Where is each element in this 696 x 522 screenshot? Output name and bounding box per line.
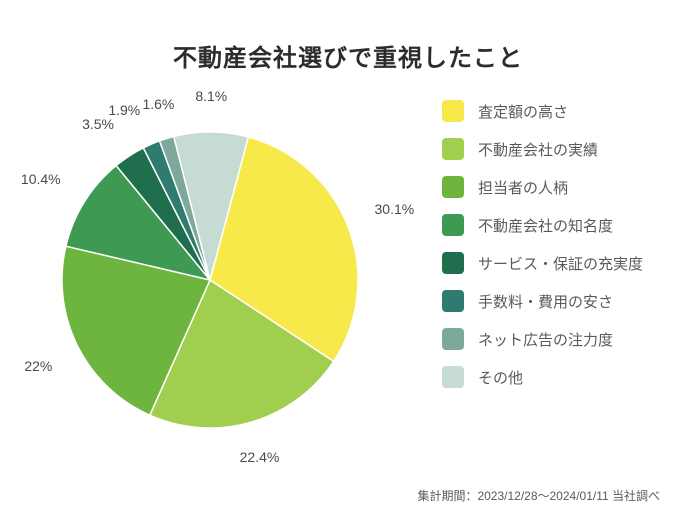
legend-label: サービス・保証の充実度 [478, 253, 643, 274]
legend-item: 不動産会社の実績 [442, 138, 662, 160]
chart-title: 不動産会社選びで重視したこと [0, 38, 696, 73]
legend-item: 不動産会社の知名度 [442, 214, 662, 236]
legend-swatch [442, 328, 464, 350]
legend-item: 査定額の高さ [442, 100, 662, 122]
footer-text: 集計期間：2023/12/28～2024/01/11 当社調べ [417, 487, 660, 504]
legend-swatch [442, 176, 464, 198]
legend-label: 担当者の人柄 [478, 177, 568, 198]
slice-percent-label: 3.5% [82, 116, 114, 132]
slice-percent-label: 8.1% [195, 88, 227, 104]
legend-swatch [442, 100, 464, 122]
legend-item: 担当者の人柄 [442, 176, 662, 198]
legend-label: 不動産会社の実績 [478, 139, 598, 160]
slice-percent-label: 1.9% [108, 102, 140, 118]
legend: 査定額の高さ不動産会社の実績担当者の人柄不動産会社の知名度サービス・保証の充実度… [442, 100, 662, 404]
slice-percent-label: 22.4% [240, 449, 280, 465]
slice-percent-label: 22% [24, 358, 52, 374]
legend-label: ネット広告の注力度 [478, 329, 613, 350]
pie-svg [30, 100, 390, 460]
legend-item: 手数料・費用の安さ [442, 290, 662, 312]
legend-swatch [442, 366, 464, 388]
legend-label: その他 [478, 367, 523, 388]
slice-percent-label: 10.4% [21, 171, 61, 187]
legend-item: ネット広告の注力度 [442, 328, 662, 350]
chart-container: 不動産会社選びで重視したこと 30.1%22.4%22%10.4%3.5%1.9… [0, 0, 696, 522]
legend-label: 不動産会社の知名度 [478, 215, 613, 236]
slice-percent-label: 1.6% [142, 96, 174, 112]
legend-label: 手数料・費用の安さ [478, 291, 613, 312]
pie-chart: 30.1%22.4%22%10.4%3.5%1.9%1.6%8.1% [30, 100, 390, 460]
legend-item: その他 [442, 366, 662, 388]
slice-percent-label: 30.1% [375, 201, 415, 217]
legend-swatch [442, 290, 464, 312]
legend-swatch [442, 214, 464, 236]
legend-item: サービス・保証の充実度 [442, 252, 662, 274]
legend-label: 査定額の高さ [478, 101, 568, 122]
legend-swatch [442, 252, 464, 274]
legend-swatch [442, 138, 464, 160]
